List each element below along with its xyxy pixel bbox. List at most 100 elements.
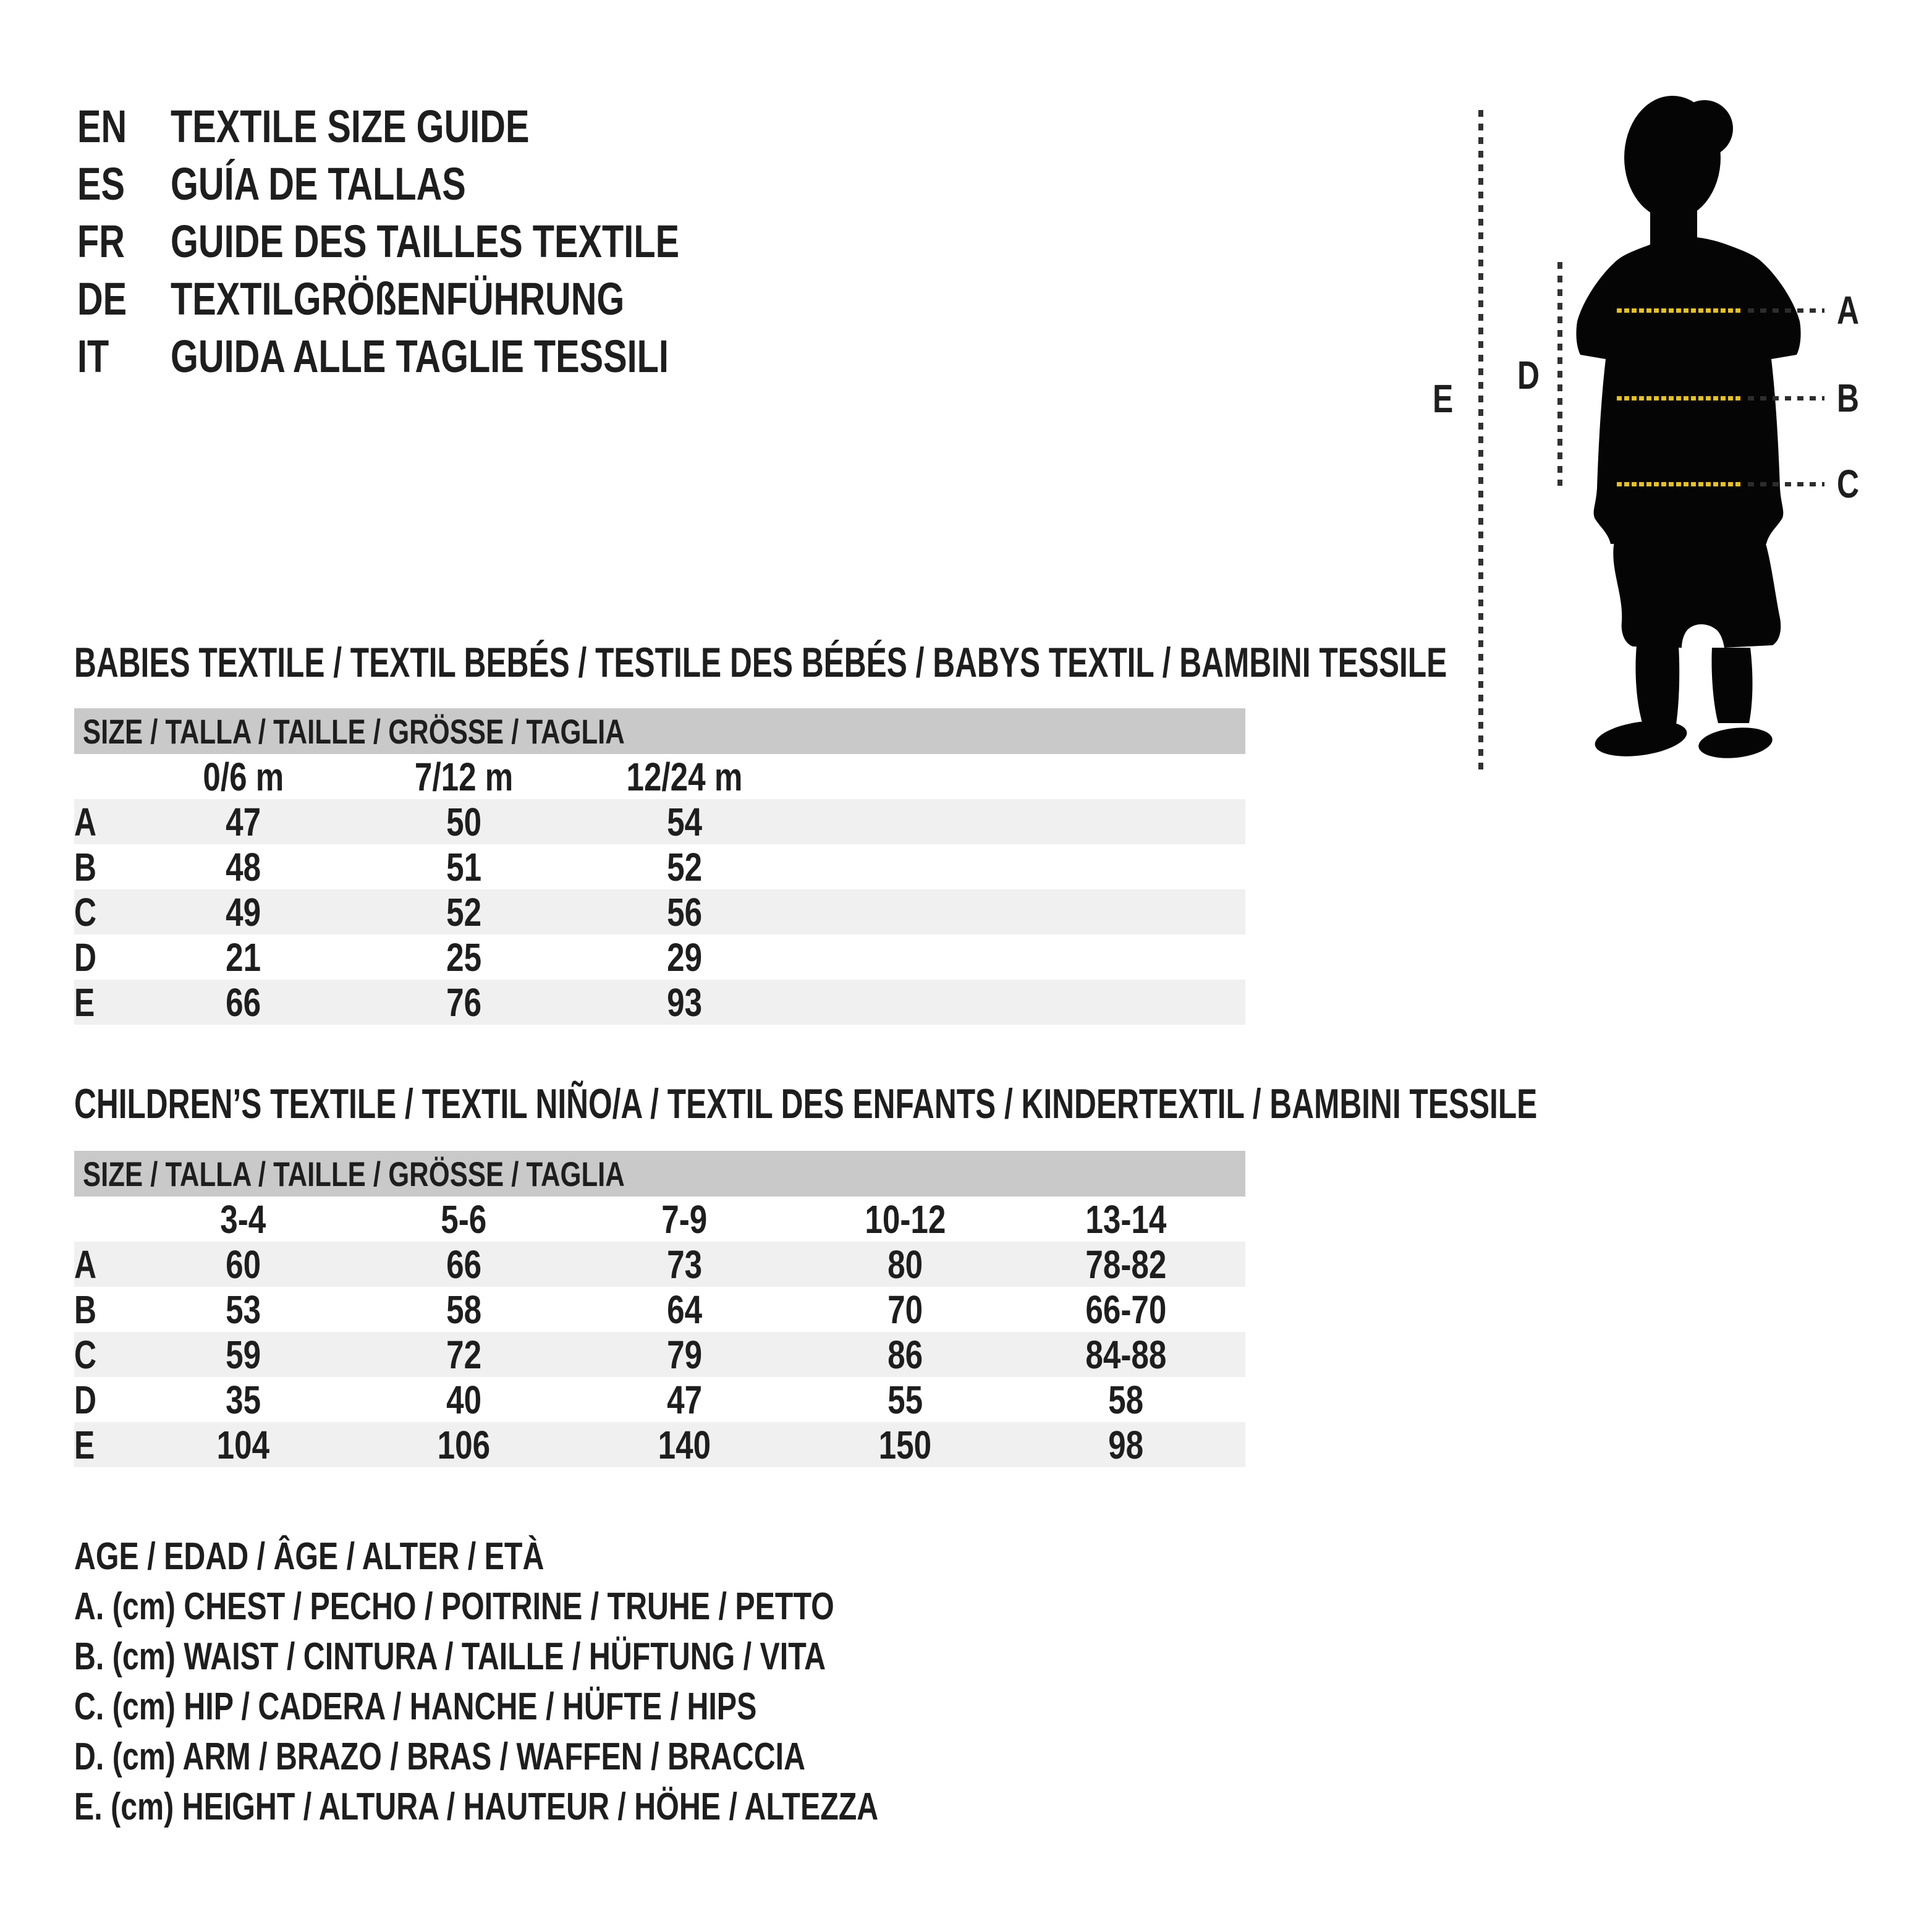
cell-value: 72 <box>446 1332 481 1377</box>
arm-dotted-line <box>1557 262 1562 486</box>
lang-row-es: ES GUÍA DE TALLAS <box>77 155 549 213</box>
table-row-b: B 48 51 52 <box>74 844 1245 889</box>
row-label: A <box>74 800 97 844</box>
babies-table-rows: A 47 50 54 B 48 51 52 C 49 52 56 D 21 25 <box>74 799 1245 1025</box>
cell-value: 49 <box>226 890 261 934</box>
cell-value: 84-88 <box>1085 1332 1166 1377</box>
children-table-rows: A 60 66 73 80 78-82 B 53 58 64 70 66-70 … <box>74 1242 1245 1467</box>
cell-value: 70 <box>888 1287 923 1332</box>
cell-value: 56 <box>667 890 702 934</box>
lang-code-it: IT <box>77 331 109 382</box>
cell-value: 25 <box>446 935 481 980</box>
table-row-d: D 35 40 47 55 58 <box>74 1377 1245 1422</box>
table-row-d: D 21 25 29 <box>74 934 1245 980</box>
table-row-a: A 47 50 54 <box>74 799 1245 844</box>
cell-value: 140 <box>658 1423 711 1467</box>
row-label: D <box>74 935 97 980</box>
cell-value: 104 <box>216 1423 270 1467</box>
cell-value: 93 <box>667 980 702 1025</box>
babies-col-1: 7/12 m <box>414 755 514 799</box>
chest-measure-label: A <box>1837 288 1860 333</box>
cell-value: 52 <box>667 845 702 889</box>
cell-value: 48 <box>226 845 261 889</box>
cell-value: 59 <box>226 1332 261 1377</box>
chest-dash-yellow <box>1617 308 1740 313</box>
lang-code-es: ES <box>77 158 125 210</box>
children-col-0: 3-4 <box>220 1197 266 1242</box>
waist-measure-label: B <box>1837 376 1860 420</box>
legend-hip: C. (cm) HIP / CADERA / HANCHE / HÜFTE / … <box>74 1685 757 1728</box>
babies-size-table: SIZE / TALLA / TAILLE / GRÖSSE / TAGLIA … <box>74 708 1245 1025</box>
children-size-table: SIZE / TALLA / TAILLE / GRÖSSE / TAGLIA … <box>74 1151 1245 1467</box>
lang-code-fr: FR <box>77 216 125 267</box>
row-label: A <box>74 1242 97 1287</box>
table-row-c: C 59 72 79 86 84-88 <box>74 1332 1245 1377</box>
row-label: E <box>74 1423 95 1467</box>
babies-column-headers: 0/6 m 7/12 m 12/24 m <box>74 754 1245 799</box>
cell-value: 79 <box>667 1332 702 1377</box>
cell-value: 55 <box>888 1378 923 1422</box>
guide-title-it: GUIDA ALLE TAGLIE TESSILI <box>171 331 669 382</box>
cell-value: 76 <box>446 980 481 1025</box>
guide-title-de: TEXTILGRÖßENFÜHRUNG <box>171 273 625 324</box>
legend-height: E. (cm) HEIGHT / ALTURA / HAUTEUR / HÖHE… <box>74 1786 879 1828</box>
guide-title-es: GUÍA DE TALLAS <box>171 158 466 210</box>
hip-dash-dark <box>1748 482 1824 486</box>
hip-measure-label: C <box>1837 462 1860 506</box>
lang-row-en: EN TEXTILE SIZE GUIDE <box>77 98 630 155</box>
children-col-1: 5-6 <box>441 1197 487 1242</box>
cell-value: 40 <box>446 1378 481 1422</box>
legend-age: AGE / EDAD / ÂGE / ALTER / ETÀ <box>74 1535 544 1578</box>
guide-title-fr: GUIDE DES TAILLES TEXTILE <box>171 216 680 267</box>
cell-value: 78-82 <box>1085 1242 1166 1287</box>
cell-value: 50 <box>446 800 481 844</box>
children-col-2: 7-9 <box>661 1197 708 1242</box>
cell-value: 29 <box>667 935 702 980</box>
height-dotted-line <box>1478 110 1483 770</box>
legend-arm: D. (cm) ARM / BRAZO / BRAS / WAFFEN / BR… <box>74 1735 806 1778</box>
legend-waist: B. (cm) WAIST / CINTURA / TAILLE / HÜFTU… <box>74 1635 826 1678</box>
cell-value: 21 <box>226 935 261 980</box>
cell-value: 47 <box>226 800 261 844</box>
children-col-4: 13-14 <box>1085 1197 1166 1242</box>
children-section-title: CHILDREN’S TEXTILE / TEXTIL NIÑO/A / TEX… <box>74 1080 1538 1127</box>
cell-value: 52 <box>446 890 481 934</box>
guide-title-en: TEXTILE SIZE GUIDE <box>171 101 530 152</box>
cell-value: 51 <box>446 845 481 889</box>
lang-row-it: IT GUIDA ALLE TAGLIE TESSILI <box>77 328 809 385</box>
lang-row-fr: FR GUIDE DES TAILLES TEXTILE <box>77 213 823 270</box>
cell-value: 54 <box>667 800 702 844</box>
table-row-e: E 66 76 93 <box>74 980 1245 1025</box>
row-label: E <box>74 980 95 1025</box>
babies-size-header-text: SIZE / TALLA / TAILLE / GRÖSSE / TAGLIA <box>83 711 625 751</box>
row-label: D <box>74 1378 97 1422</box>
children-column-headers: 3-4 5-6 7-9 10-12 13-14 <box>74 1197 1245 1242</box>
children-col-3: 10-12 <box>865 1197 946 1242</box>
row-label: B <box>74 1287 97 1332</box>
cell-value: 58 <box>1108 1378 1143 1422</box>
table-row-a: A 60 66 73 80 78-82 <box>74 1242 1245 1287</box>
height-measure-label: E <box>1433 376 1454 421</box>
hip-dash-yellow <box>1617 482 1740 486</box>
arm-measure-label: D <box>1517 353 1540 397</box>
child-silhouette-icon <box>1576 96 1801 758</box>
cell-value: 53 <box>226 1287 261 1332</box>
cell-value: 66 <box>446 1242 481 1287</box>
lang-code-en: EN <box>77 101 127 152</box>
row-label: B <box>74 845 97 889</box>
cell-value: 47 <box>667 1378 702 1422</box>
row-label: C <box>74 1332 97 1377</box>
row-label: C <box>74 890 97 934</box>
cell-value: 106 <box>437 1423 491 1467</box>
babies-col-0: 0/6 m <box>203 755 284 799</box>
cell-value: 86 <box>888 1332 923 1377</box>
babies-section-title: BABIES TEXTILE / TEXTIL BEBÉS / TESTILE … <box>74 639 1447 686</box>
cell-value: 150 <box>878 1423 932 1467</box>
table-row-e: E 104 106 140 150 98 <box>74 1422 1245 1467</box>
chest-dash-dark <box>1748 308 1824 313</box>
children-size-header-bar: SIZE / TALLA / TAILLE / GRÖSSE / TAGLIA <box>74 1151 1245 1197</box>
cell-value: 73 <box>667 1242 702 1287</box>
lang-row-de: DE TEXTILGRÖßENFÜHRUNG <box>77 270 752 328</box>
cell-value: 66-70 <box>1085 1287 1166 1332</box>
